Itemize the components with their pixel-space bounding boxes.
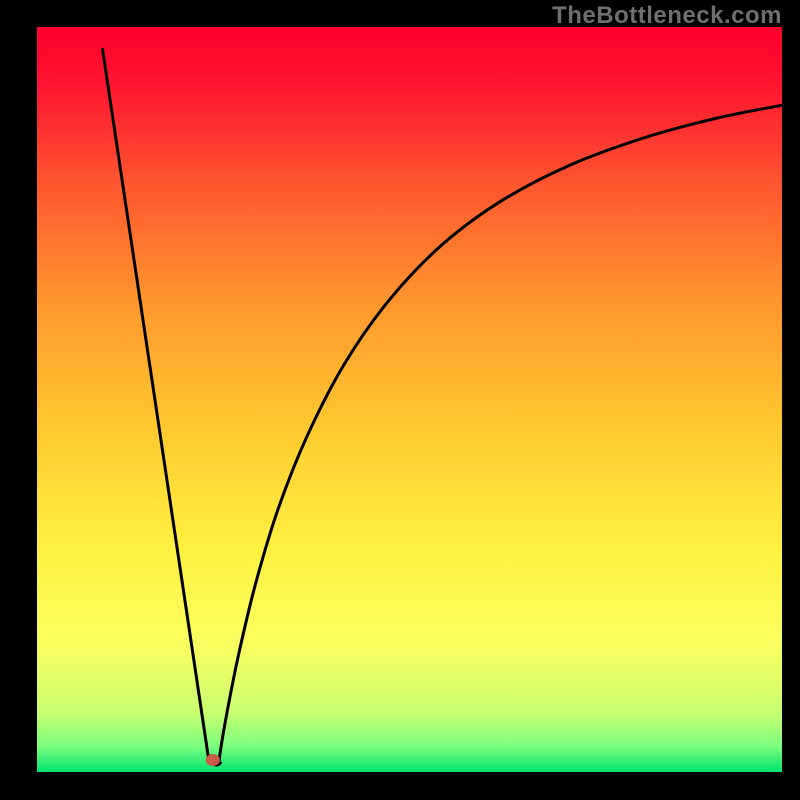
chart-stage: TheBottleneck.com <box>0 0 800 800</box>
optimum-marker <box>206 754 220 766</box>
plot-area <box>37 27 782 772</box>
chart-svg <box>0 0 800 800</box>
watermark-text: TheBottleneck.com <box>552 2 782 30</box>
